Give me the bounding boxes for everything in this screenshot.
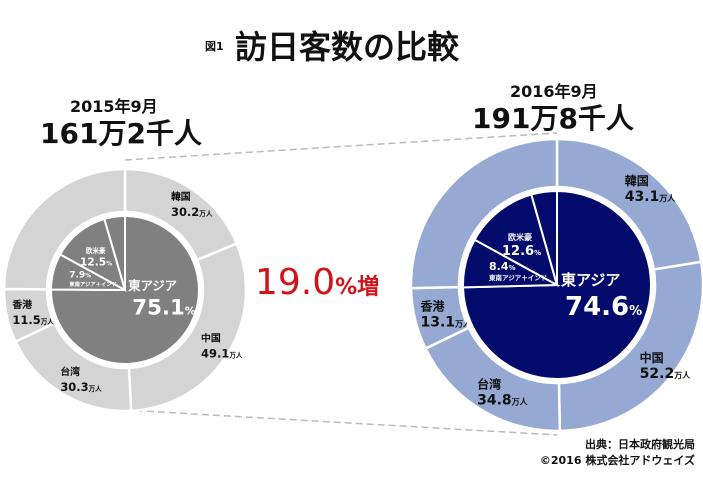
outer-label-name: 中国 bbox=[201, 331, 221, 344]
inner-label-name: 東南アジア＋インド bbox=[69, 280, 117, 288]
figure-number: 図1 bbox=[205, 40, 224, 53]
outer-label-name: 台湾 bbox=[477, 376, 501, 391]
inner-label-name: 欧米豪 bbox=[86, 246, 106, 255]
outer-label-name: 韓国 bbox=[625, 173, 649, 188]
outer-label-name: 香港 bbox=[12, 298, 32, 311]
chart-title: 訪日客数の比較 bbox=[235, 28, 460, 66]
increase-value: 19.0 bbox=[255, 262, 336, 303]
inner-slice-1-2 bbox=[473, 193, 559, 288]
right-period: 2016年9月 bbox=[510, 82, 598, 101]
left-total: 161万2千人 bbox=[40, 117, 202, 150]
increase-label: 19.0%増 bbox=[255, 262, 379, 303]
inner-slice-0-3 bbox=[103, 214, 126, 291]
inner-slice-1-0 bbox=[462, 189, 652, 380]
outer-label-name: 韓国 bbox=[171, 190, 191, 203]
outer-label-value: 49.1万人 bbox=[201, 346, 243, 360]
inner-label-value: 12.5% bbox=[80, 255, 112, 268]
inner-label-value: 8.4% bbox=[489, 260, 516, 273]
inner-slice-0-0 bbox=[50, 214, 200, 365]
increase-unit: %増 bbox=[335, 275, 380, 300]
left-period: 2015年9月 bbox=[70, 97, 158, 116]
inner-label-name: 東アジア bbox=[561, 271, 620, 289]
inner-label-name: 欧米豪 bbox=[508, 232, 532, 242]
outer-label-name: 香港 bbox=[419, 298, 445, 313]
inner-label-value: 7.9% bbox=[69, 271, 91, 281]
source: 出典：日本政府観光局 bbox=[585, 438, 695, 451]
right-total: 191万8千人 bbox=[472, 102, 634, 135]
inner-label-value: 12.6% bbox=[502, 244, 541, 259]
connector-line bbox=[124, 132, 558, 161]
outer-label-name: 台湾 bbox=[60, 365, 80, 378]
inner-label-name: 東アジア bbox=[128, 278, 177, 293]
outer-label-name: 中国 bbox=[640, 350, 664, 365]
connector-line bbox=[124, 409, 558, 436]
outer-label-value: 52.2万人 bbox=[640, 366, 692, 382]
inner-slice-1-3 bbox=[530, 189, 558, 286]
inner-label-name: 東南アジア＋インド bbox=[489, 273, 547, 282]
copyright: ©2016 株式会社アドウェイズ bbox=[539, 454, 695, 467]
